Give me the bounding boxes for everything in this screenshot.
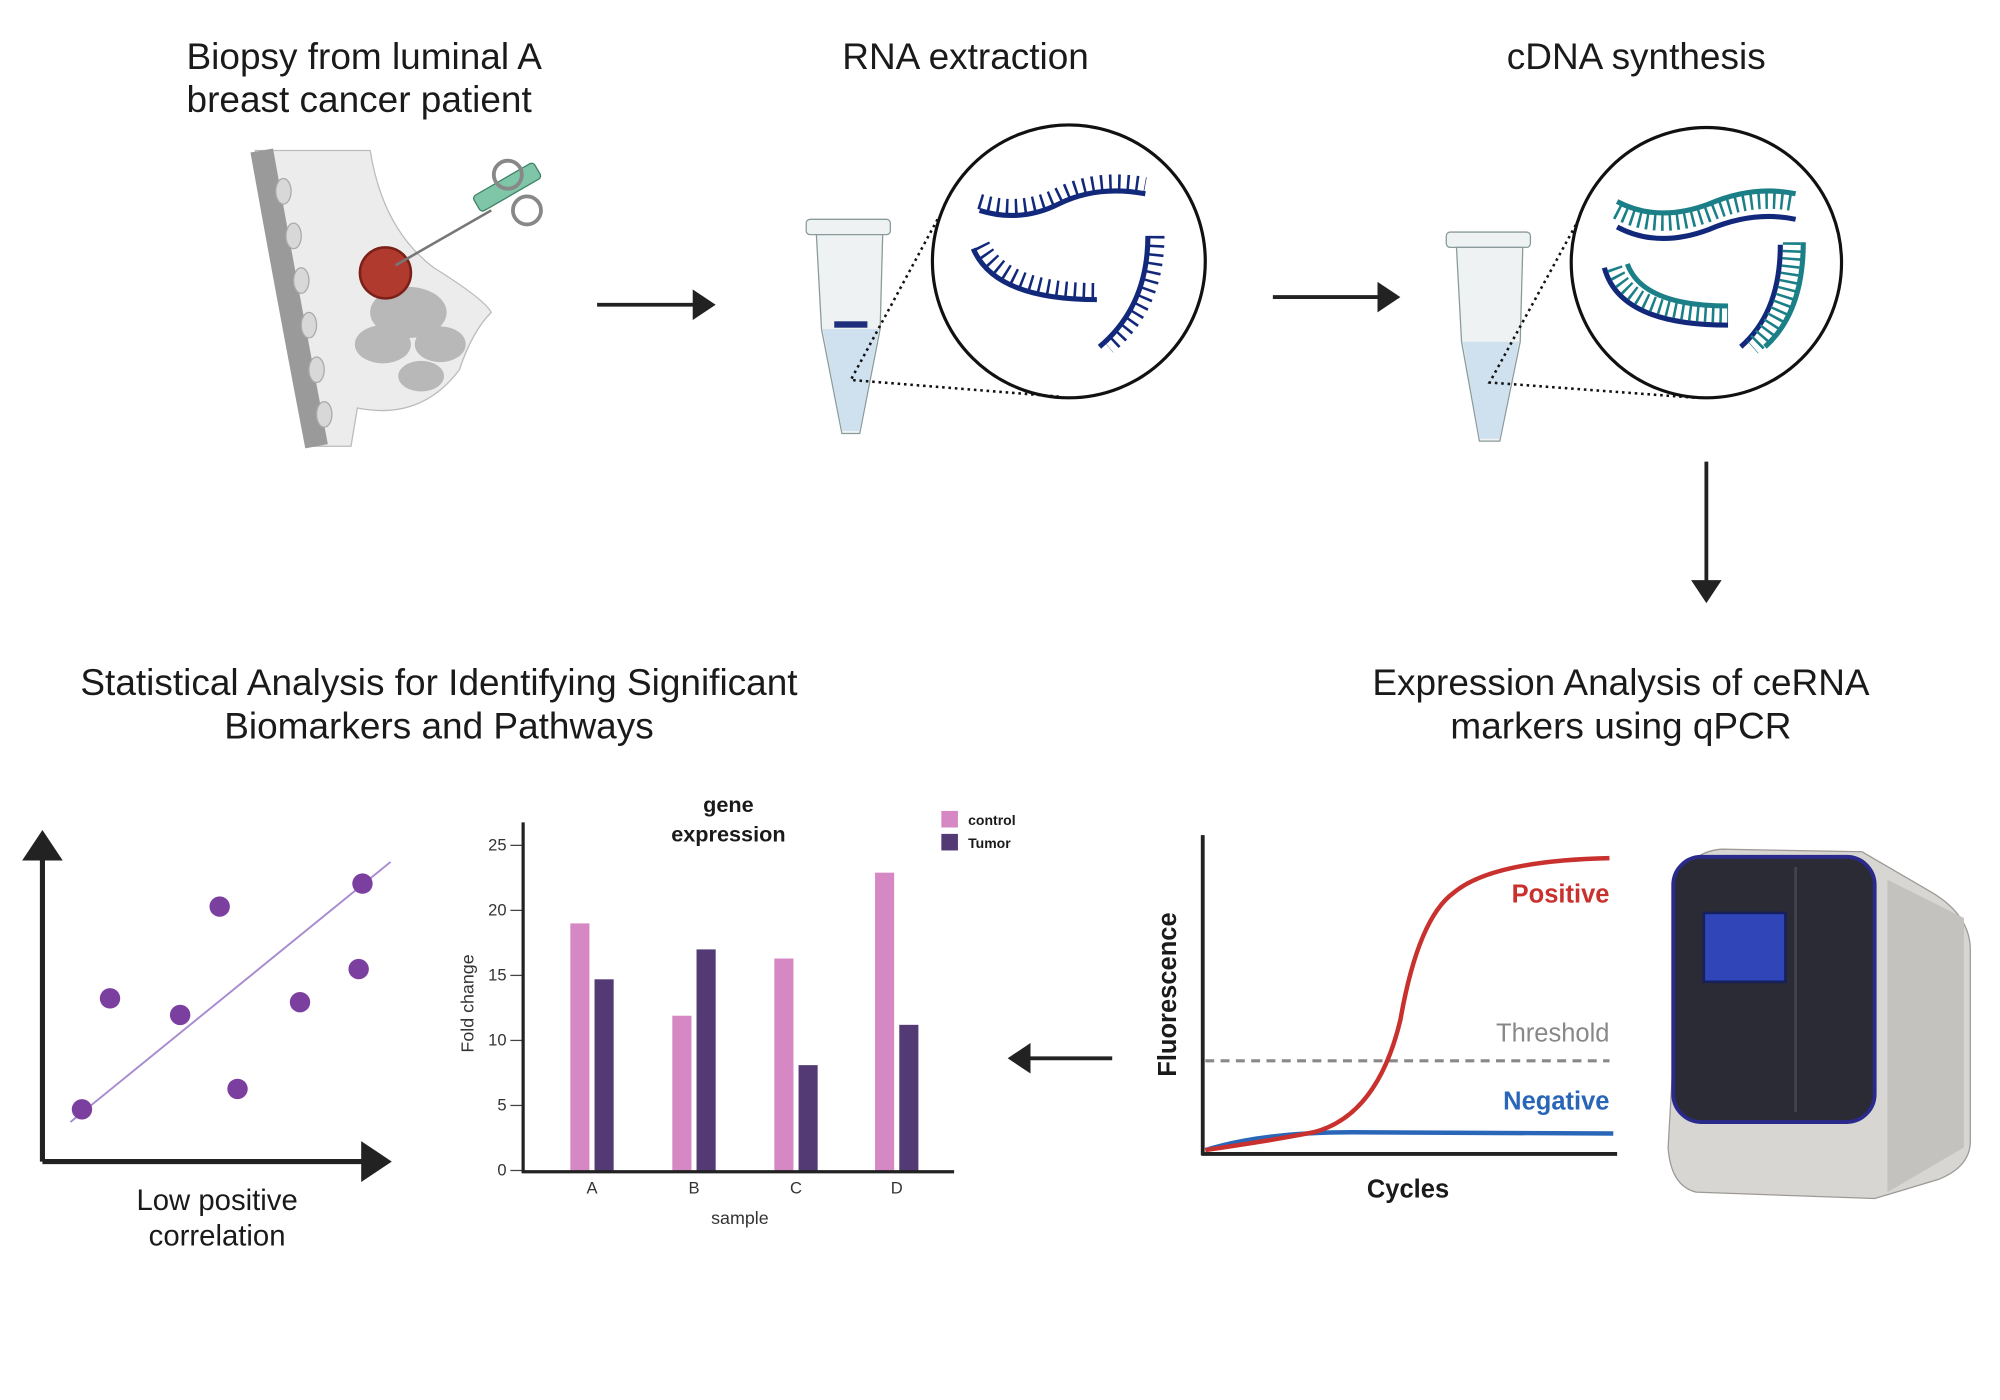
bar-tumor-B: [696, 949, 716, 1171]
scatter-plot: [22, 830, 392, 1182]
scatter-point: [99, 988, 121, 1009]
microcentrifuge-tube-cdna: [1445, 231, 1532, 442]
biopsy-title-line1: Biopsy from luminal A: [187, 36, 543, 77]
x-tick-label: A: [586, 1178, 598, 1197]
scatter-point: [169, 1004, 191, 1026]
rna-zoom-circle: [930, 123, 1207, 400]
scatter-point: [209, 896, 230, 917]
legend-swatch-tumor: [941, 833, 958, 851]
bar-control-A: [570, 923, 590, 1171]
qpcr-title-line2: markers using qPCR: [1450, 705, 1791, 746]
y-tick-label: 5: [497, 1096, 506, 1115]
x-tick-label: C: [790, 1178, 802, 1197]
qpcr-x-label: Cycles: [1367, 1175, 1449, 1203]
scatter-point: [289, 991, 311, 1013]
legend-swatch-control: [941, 810, 958, 828]
positive-label: Positive: [1512, 881, 1610, 909]
stats-title-line2: Biomarkers and Pathways: [224, 705, 653, 746]
gene-expression-bar-chart: gene expression 0 5 10 15 20 25 A B C D sample F…: [457, 792, 1015, 1228]
scatter-point: [227, 1078, 248, 1100]
scatter-point: [348, 958, 369, 980]
scatter-caption-line1: Low positive: [136, 1184, 297, 1217]
trend-line: [69, 861, 392, 1123]
threshold-label: Threshold: [1496, 1020, 1609, 1048]
tumor-icon: [358, 246, 413, 300]
chart-title-line2: expression: [671, 822, 785, 847]
qpcr-title-line1: Expression Analysis of ceRNA: [1372, 662, 1870, 703]
x-tick-label: B: [688, 1178, 699, 1197]
bar-control-B: [672, 1015, 692, 1171]
legend-label-tumor: Tumor: [968, 835, 1011, 851]
cdna-synthesis-title: cDNA synthesis: [1507, 36, 1766, 77]
bar-y-label: Fold change: [457, 954, 477, 1052]
rna-extraction-title: RNA extraction: [842, 36, 1089, 77]
bar-x-label: sample: [711, 1208, 769, 1228]
scatter-point: [71, 1099, 93, 1120]
chart-legend: control Tumor: [941, 810, 1016, 851]
bar-control-D: [875, 872, 895, 1171]
y-tick-label: 20: [488, 900, 506, 919]
rna-strands-icon: [970, 174, 1165, 353]
y-tick-label: 10: [488, 1031, 506, 1050]
bar-control-C: [774, 958, 794, 1171]
bar-tumor-D: [899, 1024, 919, 1171]
qpcr-amplification-plot: Positive Threshold Negative Cycles Fluor…: [1154, 835, 1618, 1203]
breast-biopsy-illustration: [250, 148, 543, 449]
machine-screen: [1702, 911, 1787, 984]
negative-label: Negative: [1503, 1087, 1609, 1115]
scatter-caption-line2: correlation: [149, 1220, 286, 1253]
qpcr-machine-icon: [1667, 848, 1971, 1200]
y-tick-label: 25: [488, 835, 506, 854]
y-tick-label: 15: [488, 966, 506, 985]
x-tick-label: D: [891, 1178, 903, 1197]
scatter-point: [352, 873, 373, 894]
stats-title-line1: Statistical Analysis for Identifying Sig…: [80, 662, 797, 703]
bar-tumor-C: [798, 1065, 818, 1171]
y-tick-label: 0: [497, 1161, 506, 1180]
positive-curve: [1204, 855, 1610, 1153]
microcentrifuge-tube-rna: [805, 218, 891, 435]
cdna-strands-icon: [1601, 188, 1806, 354]
legend-label-control: control: [968, 812, 1016, 828]
biopsy-title-line2: breast cancer patient: [187, 79, 532, 120]
bar-tumor-A: [594, 979, 614, 1171]
qpcr-y-label: Fluorescence: [1154, 912, 1182, 1076]
chart-title-line1: gene: [703, 792, 754, 817]
